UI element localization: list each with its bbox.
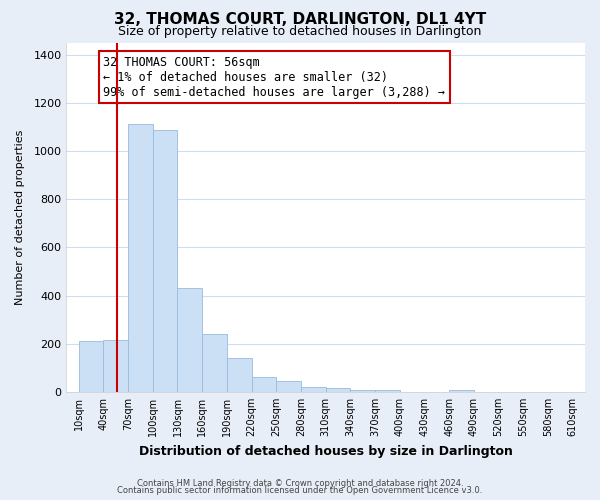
Bar (153, 130, 178, 392)
Bar (128, 124, 153, 392)
Bar (251, 378, 276, 392)
Bar (276, 381, 301, 392)
Bar (350, 390, 375, 392)
Bar (79, 342, 103, 392)
Bar (301, 386, 326, 392)
Text: Contains public sector information licensed under the Open Government Licence v3: Contains public sector information licen… (118, 486, 482, 495)
Bar (202, 334, 227, 392)
Y-axis label: Number of detached properties: Number of detached properties (15, 130, 25, 305)
Text: 32 THOMAS COURT: 56sqm
← 1% of detached houses are smaller (32)
99% of semi-deta: 32 THOMAS COURT: 56sqm ← 1% of detached … (103, 56, 445, 99)
Text: Contains HM Land Registry data © Crown copyright and database right 2024.: Contains HM Land Registry data © Crown c… (137, 478, 463, 488)
Bar (449, 390, 474, 392)
Bar (227, 358, 251, 392)
Text: 32, THOMAS COURT, DARLINGTON, DL1 4YT: 32, THOMAS COURT, DARLINGTON, DL1 4YT (114, 12, 486, 28)
Bar (375, 390, 400, 392)
Text: Size of property relative to detached houses in Darlington: Size of property relative to detached ho… (118, 25, 482, 38)
Bar (326, 388, 350, 392)
Bar (178, 288, 202, 392)
X-axis label: Distribution of detached houses by size in Darlington: Distribution of detached houses by size … (139, 444, 512, 458)
Bar (103, 340, 128, 392)
